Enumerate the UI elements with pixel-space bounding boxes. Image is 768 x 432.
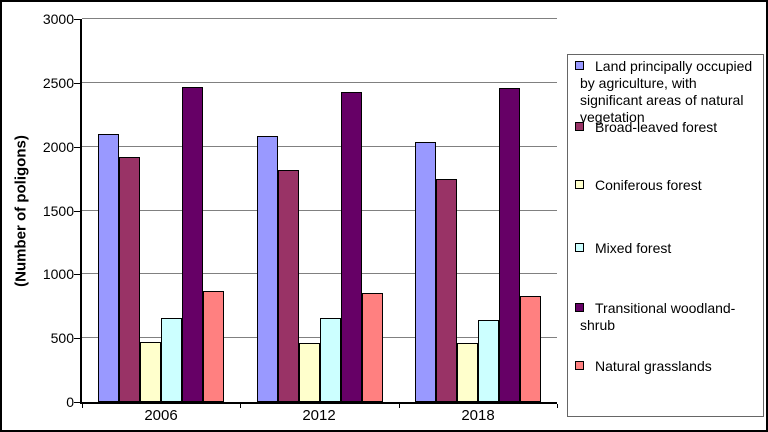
bar bbox=[341, 92, 362, 402]
y-axis-tick bbox=[74, 274, 80, 275]
legend-item: Mixed forest bbox=[575, 240, 759, 257]
legend-swatch bbox=[575, 122, 584, 131]
bar bbox=[320, 318, 341, 402]
bar bbox=[299, 343, 320, 402]
bar bbox=[415, 142, 436, 402]
x-axis-tick bbox=[557, 404, 558, 408]
x-tick-label: 2006 bbox=[144, 407, 178, 424]
gridline bbox=[82, 146, 557, 147]
bar bbox=[278, 170, 299, 402]
y-axis-tick bbox=[74, 19, 80, 20]
legend-swatch bbox=[575, 361, 584, 370]
y-axis-tick bbox=[74, 147, 80, 148]
legend-swatch bbox=[575, 180, 584, 189]
x-axis-tick bbox=[82, 404, 83, 408]
y-tick-label: 2500 bbox=[42, 75, 74, 91]
legend-swatch bbox=[575, 243, 584, 252]
gridline bbox=[82, 210, 557, 211]
bar bbox=[436, 179, 457, 402]
bar bbox=[499, 88, 520, 402]
y-axis-tick bbox=[74, 402, 80, 403]
x-tick-label: 2018 bbox=[461, 407, 495, 424]
x-tick-label: 2012 bbox=[302, 407, 336, 424]
legend-item: Natural grasslands bbox=[575, 358, 759, 375]
bar bbox=[362, 293, 383, 402]
y-axis-line bbox=[80, 19, 82, 404]
bar bbox=[140, 342, 161, 402]
legend-swatch bbox=[575, 303, 584, 312]
gridline bbox=[82, 18, 557, 19]
bar bbox=[257, 136, 278, 402]
y-tick-label: 3000 bbox=[42, 11, 74, 27]
bar bbox=[203, 291, 224, 402]
legend-item: Transitional woodland-shrub bbox=[575, 300, 759, 334]
bar bbox=[520, 296, 541, 402]
legend-swatch bbox=[575, 61, 584, 70]
y-tick-label: 2000 bbox=[42, 139, 74, 155]
gridline bbox=[82, 82, 557, 83]
legend-item: Coniferous forest bbox=[575, 177, 759, 194]
legend-item: Land principally occupied by agriculture… bbox=[575, 58, 759, 126]
y-tick-label: 1000 bbox=[42, 266, 74, 282]
y-axis-tick bbox=[74, 338, 80, 339]
legend: Land principally occupied by agriculture… bbox=[567, 54, 764, 417]
x-axis-tick bbox=[240, 404, 241, 408]
x-axis-line bbox=[80, 402, 557, 404]
y-tick-label: 1500 bbox=[42, 203, 74, 219]
y-tick-label: 500 bbox=[50, 330, 74, 346]
bar bbox=[161, 318, 182, 402]
bar bbox=[98, 134, 119, 402]
y-axis-tick bbox=[74, 211, 80, 212]
legend-item: Broad-leaved forest bbox=[575, 119, 759, 136]
y-axis-tick bbox=[74, 83, 80, 84]
bar bbox=[478, 320, 499, 402]
bar bbox=[119, 157, 140, 402]
y-tick-label: 0 bbox=[66, 394, 74, 410]
gridline bbox=[82, 273, 557, 274]
gridline bbox=[82, 337, 557, 338]
x-axis-tick bbox=[399, 404, 400, 408]
bar bbox=[457, 343, 478, 402]
bar bbox=[182, 87, 203, 402]
